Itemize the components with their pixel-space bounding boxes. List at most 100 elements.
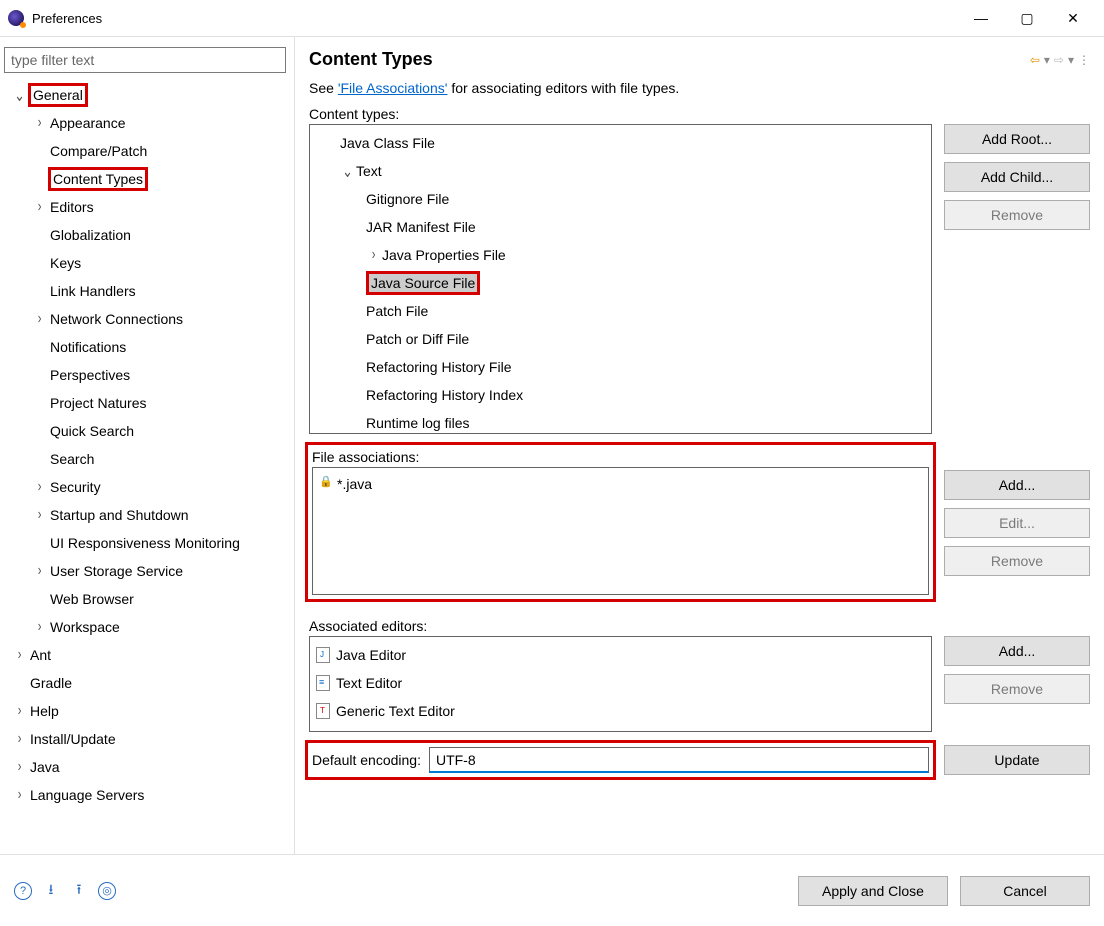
export-icon[interactable]: ⭱ (70, 882, 88, 900)
associated-editors-list[interactable]: Java Editor Text Editor Generic Text Edito… (309, 636, 932, 732)
chevron-right-icon[interactable] (12, 646, 28, 664)
chevron-down-icon[interactable] (340, 161, 356, 182)
back-menu-icon[interactable]: ▾ (1044, 53, 1050, 67)
content-type-item[interactable]: Java Source File (310, 269, 931, 297)
chevron-right-icon[interactable] (12, 730, 28, 748)
content-type-label: Gitignore File (366, 191, 449, 207)
forward-menu-icon[interactable]: ▾ (1068, 53, 1074, 67)
chevron-right-icon[interactable] (12, 786, 28, 804)
tree-item[interactable]: User Storage Service (0, 557, 294, 585)
tree-item[interactable]: Globalization (0, 221, 294, 249)
chevron-right-icon[interactable] (12, 758, 28, 776)
cancel-button[interactable]: Cancel (960, 876, 1090, 906)
tree-item[interactable]: Project Natures (0, 389, 294, 417)
tree-item[interactable]: Help (0, 697, 294, 725)
chevron-right-icon[interactable] (32, 562, 48, 580)
tree-item[interactable]: General (0, 81, 294, 109)
content-type-item[interactable]: Runtime log files (310, 409, 931, 434)
content-type-item[interactable]: Patch or Diff File (310, 325, 931, 353)
tree-item[interactable]: Content Types (0, 165, 294, 193)
tree-item[interactable]: Ant (0, 641, 294, 669)
preferences-tree[interactable]: General Appearance Compare/PatchContent Ty… (0, 79, 294, 854)
tree-item[interactable]: Perspectives (0, 361, 294, 389)
footer: ? ⭳ ⭱ ◎ Apply and Close Cancel (0, 854, 1104, 926)
update-button[interactable]: Update (944, 745, 1090, 775)
tree-item[interactable]: Install/Update (0, 725, 294, 753)
tree-item-label: Web Browser (48, 590, 136, 608)
close-button[interactable]: ✕ (1050, 2, 1096, 34)
content-type-item[interactable]: Java Class File (310, 129, 931, 157)
help-icon[interactable]: ? (14, 882, 32, 900)
add-editor-button[interactable]: Add... (944, 636, 1090, 666)
file-associations-list[interactable]: *.java (312, 467, 929, 595)
content-type-item[interactable]: Java Properties File (310, 241, 931, 269)
content-type-item[interactable]: JAR Manifest File (310, 213, 931, 241)
editor-item[interactable]: Generic Text Editor (314, 697, 927, 725)
content-types-list[interactable]: Java Class FileText Gitignore File JAR Man… (309, 124, 932, 434)
content-type-label: Runtime log files (366, 415, 470, 431)
apply-and-close-button[interactable]: Apply and Close (798, 876, 948, 906)
add-child-button[interactable]: Add Child... (944, 162, 1090, 192)
chevron-right-icon[interactable] (32, 506, 48, 524)
forward-icon[interactable]: ⇨ (1054, 53, 1064, 67)
content-type-item[interactable]: Refactoring History File (310, 353, 931, 381)
chevron-right-icon[interactable] (32, 618, 48, 636)
file-associations-section: File associations: *.java (305, 442, 936, 602)
remove-association-button[interactable]: Remove (944, 546, 1090, 576)
view-menu-icon[interactable]: ⋮ (1078, 53, 1090, 67)
tree-item[interactable]: Search (0, 445, 294, 473)
eclipse-icon (8, 10, 24, 26)
editor-label: Generic Text Editor (336, 703, 455, 719)
tree-item[interactable]: UI Responsiveness Monitoring (0, 529, 294, 557)
chevron-right-icon[interactable] (32, 198, 48, 216)
content-type-item[interactable]: Text (310, 157, 931, 185)
tree-item[interactable]: Notifications (0, 333, 294, 361)
minimize-button[interactable]: — (958, 2, 1004, 34)
edit-association-button[interactable]: Edit... (944, 508, 1090, 538)
tree-item-label: Project Natures (48, 394, 148, 412)
chevron-right-icon[interactable] (12, 702, 28, 720)
tree-item[interactable]: Appearance (0, 109, 294, 137)
chevron-right-icon[interactable] (366, 246, 382, 264)
tree-item-label: Gradle (28, 674, 74, 692)
content-type-item[interactable]: Patch File (310, 297, 931, 325)
editor-label: Text Editor (336, 675, 402, 691)
tree-item[interactable]: Network Connections (0, 305, 294, 333)
tree-item[interactable]: Compare/Patch (0, 137, 294, 165)
chevron-right-icon[interactable] (32, 310, 48, 328)
encoding-input[interactable] (429, 747, 929, 773)
tree-item[interactable]: Link Handlers (0, 277, 294, 305)
tree-item[interactable]: Gradle (0, 669, 294, 697)
file-associations-link[interactable]: 'File Associations' (338, 80, 448, 96)
content-type-label: Refactoring History File (366, 359, 512, 375)
remove-editor-button[interactable]: Remove (944, 674, 1090, 704)
tree-item[interactable]: Workspace (0, 613, 294, 641)
tree-item-label: Appearance (48, 114, 128, 132)
back-icon[interactable]: ⇦ (1030, 53, 1040, 67)
add-association-button[interactable]: Add... (944, 470, 1090, 500)
maximize-button[interactable]: ▢ (1004, 2, 1050, 34)
editor-item[interactable]: Java Editor (314, 641, 927, 669)
tree-item[interactable]: Quick Search (0, 417, 294, 445)
content-type-item[interactable]: Refactoring History Index (310, 381, 931, 409)
remove-content-type-button[interactable]: Remove (944, 200, 1090, 230)
oomph-icon[interactable]: ◎ (98, 882, 116, 900)
editor-item[interactable]: Text Editor (314, 669, 927, 697)
import-icon[interactable]: ⭳ (42, 882, 60, 900)
tree-item[interactable]: Keys (0, 249, 294, 277)
chevron-right-icon[interactable] (32, 114, 48, 132)
tree-item[interactable]: Startup and Shutdown (0, 501, 294, 529)
file-association-item[interactable]: *.java (317, 472, 924, 496)
tree-item[interactable]: Language Servers (0, 781, 294, 809)
content-type-item[interactable]: Gitignore File (310, 185, 931, 213)
content-type-label: Patch File (366, 303, 428, 319)
filter-input[interactable] (4, 47, 286, 73)
tree-item[interactable]: Security (0, 473, 294, 501)
tree-item[interactable]: Web Browser (0, 585, 294, 613)
chevron-down-icon[interactable] (12, 85, 28, 106)
tree-item[interactable]: Java (0, 753, 294, 781)
tree-item[interactable]: Editors (0, 193, 294, 221)
panel-title: Content Types (309, 49, 433, 70)
chevron-right-icon[interactable] (32, 478, 48, 496)
add-root-button[interactable]: Add Root... (944, 124, 1090, 154)
